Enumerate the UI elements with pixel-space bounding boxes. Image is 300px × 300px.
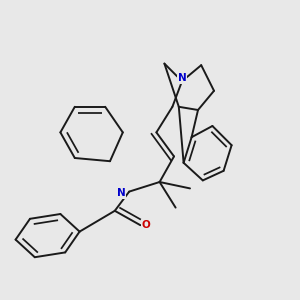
Text: N: N — [178, 73, 186, 83]
Text: N: N — [117, 188, 126, 198]
Text: O: O — [142, 220, 151, 230]
